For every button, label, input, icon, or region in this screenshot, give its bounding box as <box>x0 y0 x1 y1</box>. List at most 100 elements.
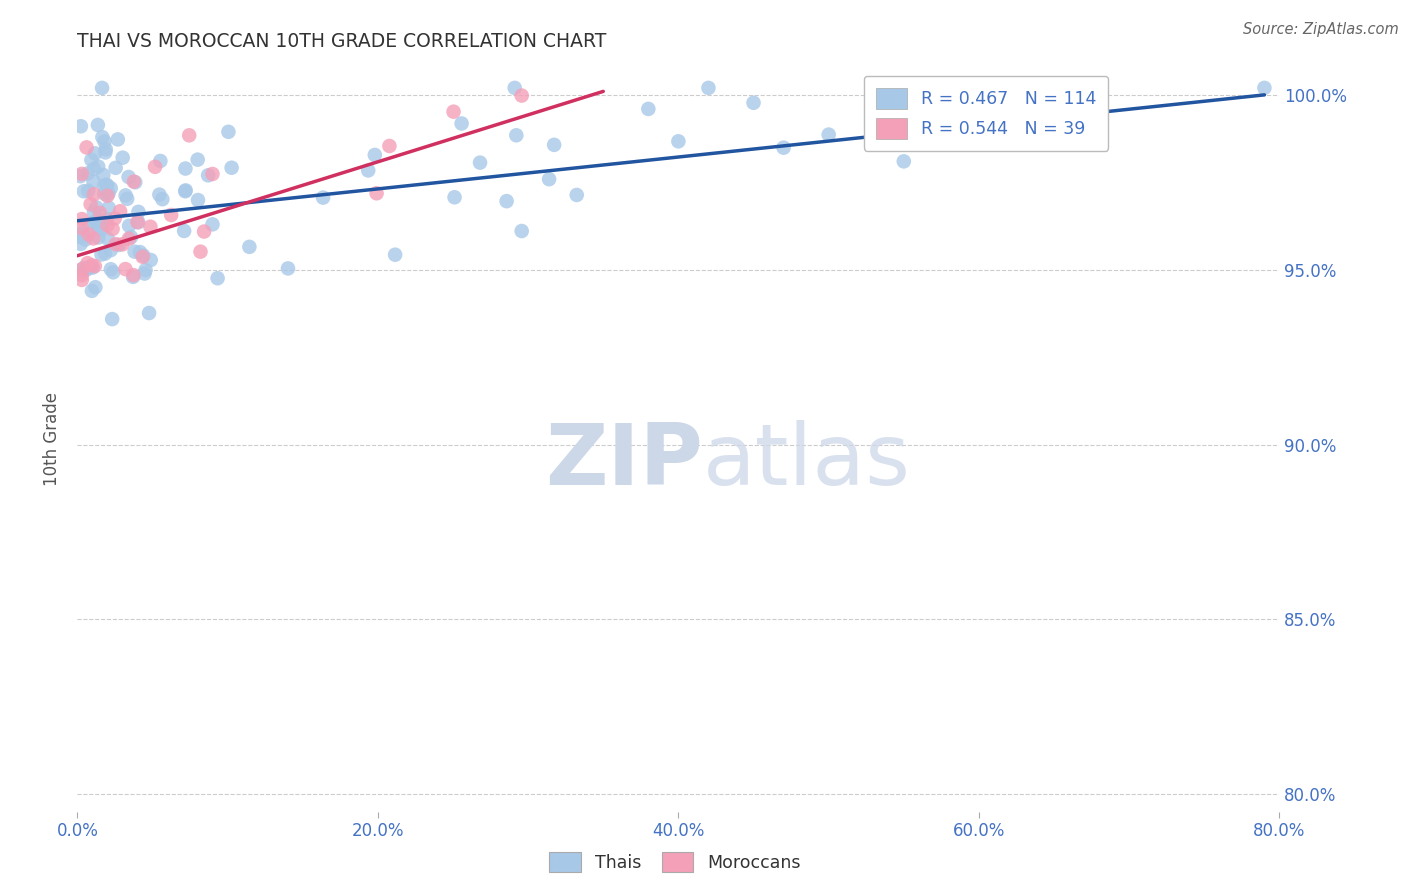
Point <box>96 178 118 193</box>
Point <box>96 219 118 233</box>
Point <box>124 175 146 189</box>
Point <box>69 227 91 242</box>
Point <box>238 240 260 254</box>
Point <box>84 280 107 294</box>
Point <box>100 243 122 257</box>
Point <box>312 191 335 205</box>
Point <box>150 192 173 206</box>
Point <box>93 178 115 193</box>
Point <box>384 248 406 262</box>
Point <box>443 190 465 204</box>
Point <box>108 204 131 219</box>
Point <box>73 184 96 198</box>
Point <box>70 262 93 277</box>
Point <box>83 215 105 229</box>
Point <box>1253 81 1275 95</box>
Point <box>201 218 224 232</box>
Point <box>503 81 526 95</box>
Point <box>87 118 110 132</box>
Point <box>89 206 111 220</box>
Point <box>87 220 110 235</box>
Point <box>817 128 839 142</box>
Point <box>104 237 127 252</box>
Point <box>998 121 1021 136</box>
Point <box>538 172 561 186</box>
Point <box>122 175 145 189</box>
Point <box>543 137 565 152</box>
Point <box>79 197 101 211</box>
Point <box>100 181 122 195</box>
Point <box>91 168 114 182</box>
Point <box>378 139 401 153</box>
Point <box>100 262 122 277</box>
Point <box>77 184 100 198</box>
Point <box>127 215 149 229</box>
Point <box>143 160 166 174</box>
Point <box>80 153 103 167</box>
Point <box>94 246 117 260</box>
Point <box>697 81 720 95</box>
Point <box>83 205 105 219</box>
Point <box>86 215 108 229</box>
Point <box>893 154 915 169</box>
Point <box>104 161 127 175</box>
Point <box>77 218 100 232</box>
Point <box>443 104 465 119</box>
Point <box>80 284 103 298</box>
Point <box>174 184 197 198</box>
Point <box>127 215 149 229</box>
Point <box>505 128 527 143</box>
Point <box>201 167 224 181</box>
Point <box>69 236 91 251</box>
Point <box>69 169 91 184</box>
Point <box>148 187 170 202</box>
Point <box>70 212 93 227</box>
Point <box>364 148 387 162</box>
Point <box>124 244 146 259</box>
Point <box>742 95 765 110</box>
Point <box>1088 107 1111 121</box>
Point <box>197 169 219 183</box>
Point <box>84 146 107 161</box>
Point <box>82 231 104 245</box>
Point <box>134 267 156 281</box>
Point <box>69 230 91 244</box>
Text: Source: ZipAtlas.com: Source: ZipAtlas.com <box>1243 22 1399 37</box>
Point <box>193 225 215 239</box>
Point <box>637 102 659 116</box>
Point <box>138 306 160 320</box>
Point <box>90 247 112 261</box>
Point <box>101 312 124 326</box>
Point <box>90 213 112 227</box>
Point <box>76 256 98 270</box>
Point <box>107 238 129 252</box>
Point <box>83 187 105 202</box>
Point <box>129 245 152 260</box>
Point <box>94 145 117 160</box>
Point <box>173 224 195 238</box>
Point <box>87 160 110 174</box>
Point <box>107 132 129 146</box>
Point <box>118 232 141 246</box>
Point <box>565 188 588 202</box>
Point <box>111 151 134 165</box>
Point <box>366 186 388 201</box>
Point <box>69 227 91 241</box>
Point <box>93 135 115 149</box>
Point <box>75 233 97 247</box>
Point <box>84 200 107 214</box>
Point <box>87 230 110 244</box>
Point <box>70 268 93 282</box>
Point <box>96 188 118 202</box>
Point <box>97 201 120 215</box>
Legend: Thais, Moroccans: Thais, Moroccans <box>543 845 807 879</box>
Point <box>131 250 153 264</box>
Point <box>120 230 142 244</box>
Point <box>70 221 93 235</box>
Point <box>510 88 533 103</box>
Point <box>468 155 491 169</box>
Point <box>115 192 138 206</box>
Point <box>91 130 114 145</box>
Point <box>83 161 105 176</box>
Text: THAI VS MOROCCAN 10TH GRADE CORRELATION CHART: THAI VS MOROCCAN 10TH GRADE CORRELATION … <box>77 32 607 52</box>
